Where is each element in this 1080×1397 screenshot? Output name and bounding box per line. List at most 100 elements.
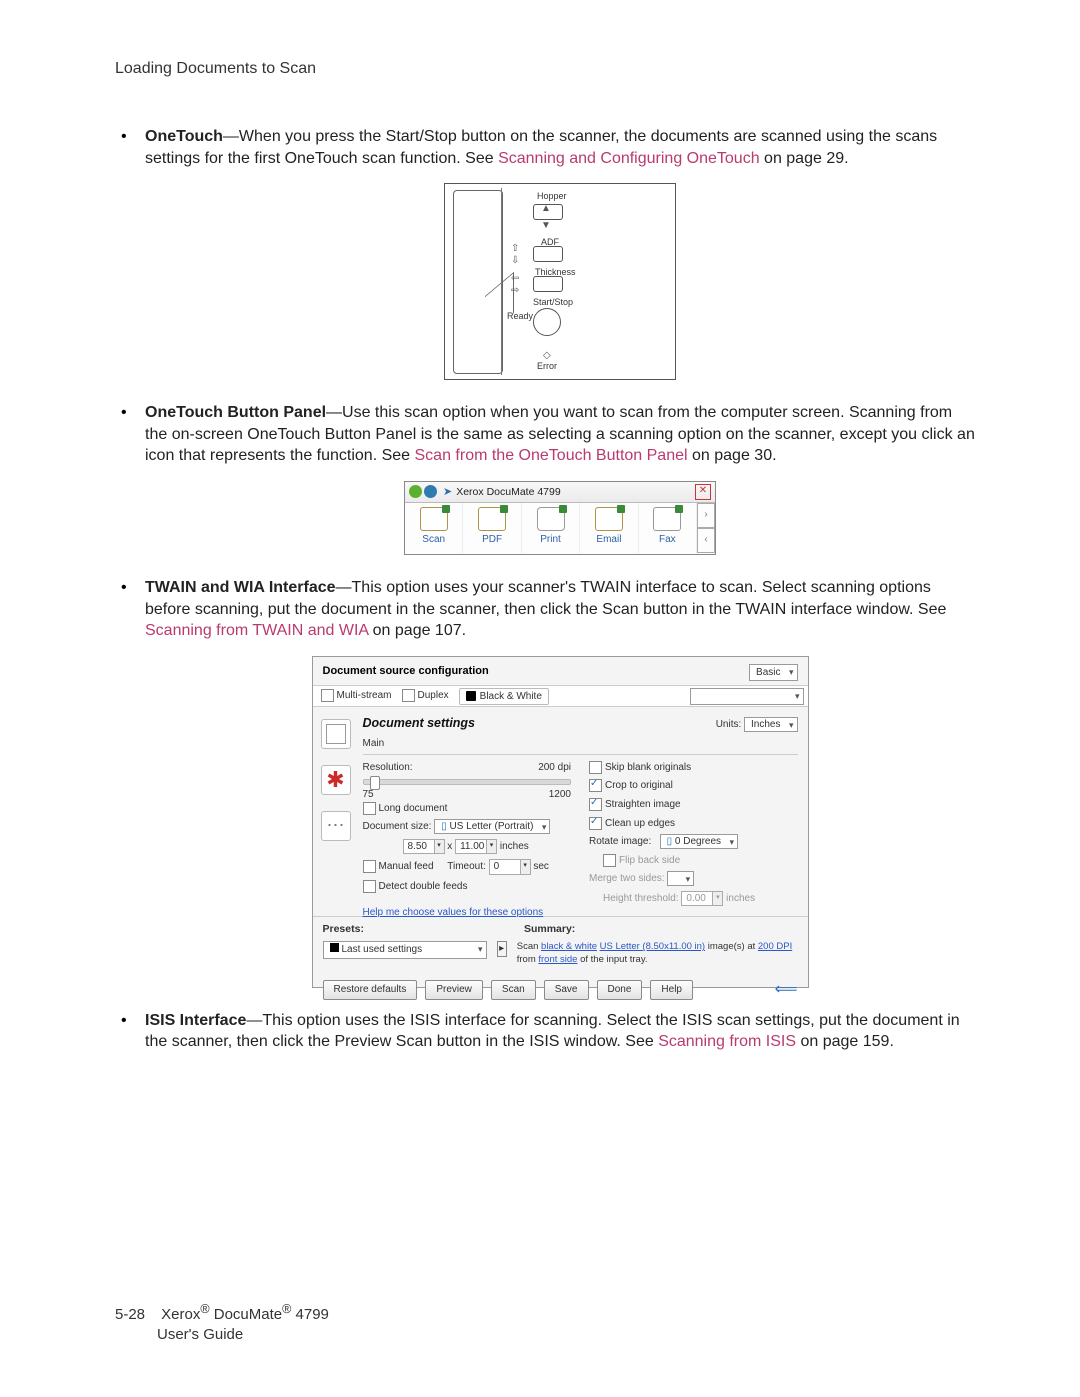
text: on page 159. xyxy=(796,1033,894,1050)
preview-button[interactable]: Preview xyxy=(425,980,483,1000)
term: OneTouch xyxy=(145,128,223,145)
adf-btn xyxy=(533,246,563,262)
doc-settings-icon[interactable] xyxy=(321,719,351,749)
label-hopper: Hopper xyxy=(537,190,607,202)
fax-icon xyxy=(653,507,681,531)
close-icon[interactable]: ✕ xyxy=(695,484,711,500)
crop-check[interactable] xyxy=(589,779,602,792)
term: OneTouch Button Panel xyxy=(145,404,326,421)
manual-check[interactable] xyxy=(363,860,376,873)
tab-main[interactable]: Main xyxy=(363,738,385,749)
bw-chip[interactable]: Black & White xyxy=(459,688,549,706)
straighten-check[interactable] xyxy=(589,798,602,811)
back-arrow-icon[interactable]: ⟸ xyxy=(775,979,798,1001)
merge-select xyxy=(667,871,694,886)
duplex-check[interactable]: Duplex xyxy=(402,689,449,703)
arrow-left-icon[interactable]: ‹ xyxy=(697,528,715,553)
clean-check[interactable] xyxy=(589,817,602,830)
units-label: Units: xyxy=(716,719,742,730)
link-scan-panel[interactable]: Scan from the OneTouch Button Panel xyxy=(415,447,688,464)
pdf-icon xyxy=(478,507,506,531)
text: on page 29. xyxy=(760,150,849,167)
label-startstop: Start/Stop xyxy=(533,296,603,308)
text: on page 107. xyxy=(368,622,466,639)
email-icon xyxy=(595,507,623,531)
bullet-onetouch: OneTouch—When you press the Start/Stop b… xyxy=(115,126,975,380)
panel-scroll[interactable]: ›‹ xyxy=(697,503,715,553)
resolution-value: 200 dpi xyxy=(538,761,571,775)
summary-label: Summary: xyxy=(524,922,575,936)
scan-icon xyxy=(420,507,448,531)
merge-label: Merge two sides: xyxy=(589,873,665,884)
src-select[interactable] xyxy=(690,688,804,706)
arrow-right-icon[interactable]: › xyxy=(697,503,715,528)
presets-next[interactable]: ▸ xyxy=(497,941,507,957)
driver-config-icon[interactable] xyxy=(321,811,351,841)
page-header: Loading Documents to Scan xyxy=(115,60,975,78)
heightth-spin: 0.00 xyxy=(681,891,723,907)
panel-title: Xerox DocuMate 4799 xyxy=(456,482,695,502)
skip-check[interactable] xyxy=(589,761,602,774)
onetouch-button-panel: ➤ Xerox DocuMate 4799 ✕ Scan PDF Print E… xyxy=(404,481,716,555)
multistream-check[interactable]: Multi-stream xyxy=(321,689,392,703)
resolution-label: Resolution: xyxy=(363,761,413,775)
help-link[interactable]: Help me choose values for these options xyxy=(363,906,544,920)
dialog-buttons: Restore defaults Preview Scan Save Done … xyxy=(313,977,808,1001)
panel-item-email[interactable]: Email xyxy=(580,503,638,553)
link-twain-wia[interactable]: Scanning from TWAIN and WIA xyxy=(145,622,368,639)
src-config-label: Document source configuration xyxy=(323,664,489,682)
bullet-panel: OneTouch Button Panel—Use this scan opti… xyxy=(115,402,975,555)
save-button[interactable]: Save xyxy=(544,980,589,1000)
timeout-spin[interactable]: 0 xyxy=(489,859,531,875)
bullet-twain: TWAIN and WIA Interface—This option uses… xyxy=(115,577,975,988)
rotate-select[interactable]: ▯ 0 Degrees xyxy=(660,834,738,849)
print-icon xyxy=(537,507,565,531)
cursor-icon: ➤ xyxy=(443,482,452,502)
thickness-btn xyxy=(533,276,563,292)
src-tabs: Multi-stream Duplex Black & White xyxy=(313,685,808,707)
panel-item-scan[interactable]: Scan xyxy=(405,503,463,553)
docsize-label: Document size: xyxy=(363,821,432,832)
panel-item-print[interactable]: Print xyxy=(522,503,580,553)
panel-titlebar: ➤ Xerox DocuMate 4799 ✕ xyxy=(405,482,715,503)
doc-settings-title: Document settings xyxy=(363,715,476,732)
scanner-diagram: Hopper ▲ ▼ ADF ⇧ ⇩ Thickness ⇦ ⇨ Start/S… xyxy=(444,183,676,380)
bw-swatch-icon xyxy=(466,691,476,701)
heightth-label: Height threshold: xyxy=(603,893,679,904)
nav-back-icon[interactable] xyxy=(409,485,422,498)
presets-label: Presets: xyxy=(323,922,364,936)
text: on page 30. xyxy=(688,447,777,464)
height-spin[interactable]: 11.00 xyxy=(455,839,497,855)
done-button[interactable]: Done xyxy=(597,980,643,1000)
link-isis[interactable]: Scanning from ISIS xyxy=(658,1033,796,1050)
detect-check[interactable] xyxy=(363,880,376,893)
image-enhance-icon[interactable] xyxy=(321,765,351,795)
panel-item-pdf[interactable]: PDF xyxy=(463,503,521,553)
restore-button[interactable]: Restore defaults xyxy=(323,980,418,1000)
link-scanning-config[interactable]: Scanning and Configuring OneTouch xyxy=(498,150,760,167)
page-footer: 5-28 Xerox® DocuMate® 4799 User's Guide xyxy=(115,1301,329,1346)
scan-button[interactable]: Scan xyxy=(491,980,536,1000)
footer-guide: User's Guide xyxy=(157,1326,243,1343)
flip-check[interactable] xyxy=(603,854,616,867)
mode-select[interactable]: Basic xyxy=(749,664,797,682)
help-button[interactable]: Help xyxy=(650,980,693,1000)
resolution-slider[interactable] xyxy=(363,779,572,785)
page-number: 5-28 xyxy=(115,1305,157,1325)
bullet-isis: ISIS Interface—This option uses the ISIS… xyxy=(115,1010,975,1053)
res-min: 75 xyxy=(363,788,374,802)
width-spin[interactable]: 8.50 xyxy=(403,839,445,855)
docsize-select[interactable]: ▯ US Letter (Portrait) xyxy=(434,819,550,834)
units-select[interactable]: Inches xyxy=(744,717,797,732)
panel-item-fax[interactable]: Fax xyxy=(639,503,697,553)
nav-fwd-icon[interactable] xyxy=(424,485,437,498)
startstop-btn xyxy=(533,308,561,336)
summary-text: Scan black & white US Letter (8.50x11.00… xyxy=(517,941,798,967)
twain-dialog: Document source configuration Basic Mult… xyxy=(312,656,809,988)
presets-select[interactable]: Last used settings xyxy=(323,941,487,959)
footer-product: Xerox® DocuMate® 4799 xyxy=(161,1306,329,1323)
longdoc-check[interactable] xyxy=(363,802,376,815)
scanner-outline xyxy=(453,190,503,374)
hopper-btn xyxy=(533,204,563,220)
res-max: 1200 xyxy=(549,788,571,802)
